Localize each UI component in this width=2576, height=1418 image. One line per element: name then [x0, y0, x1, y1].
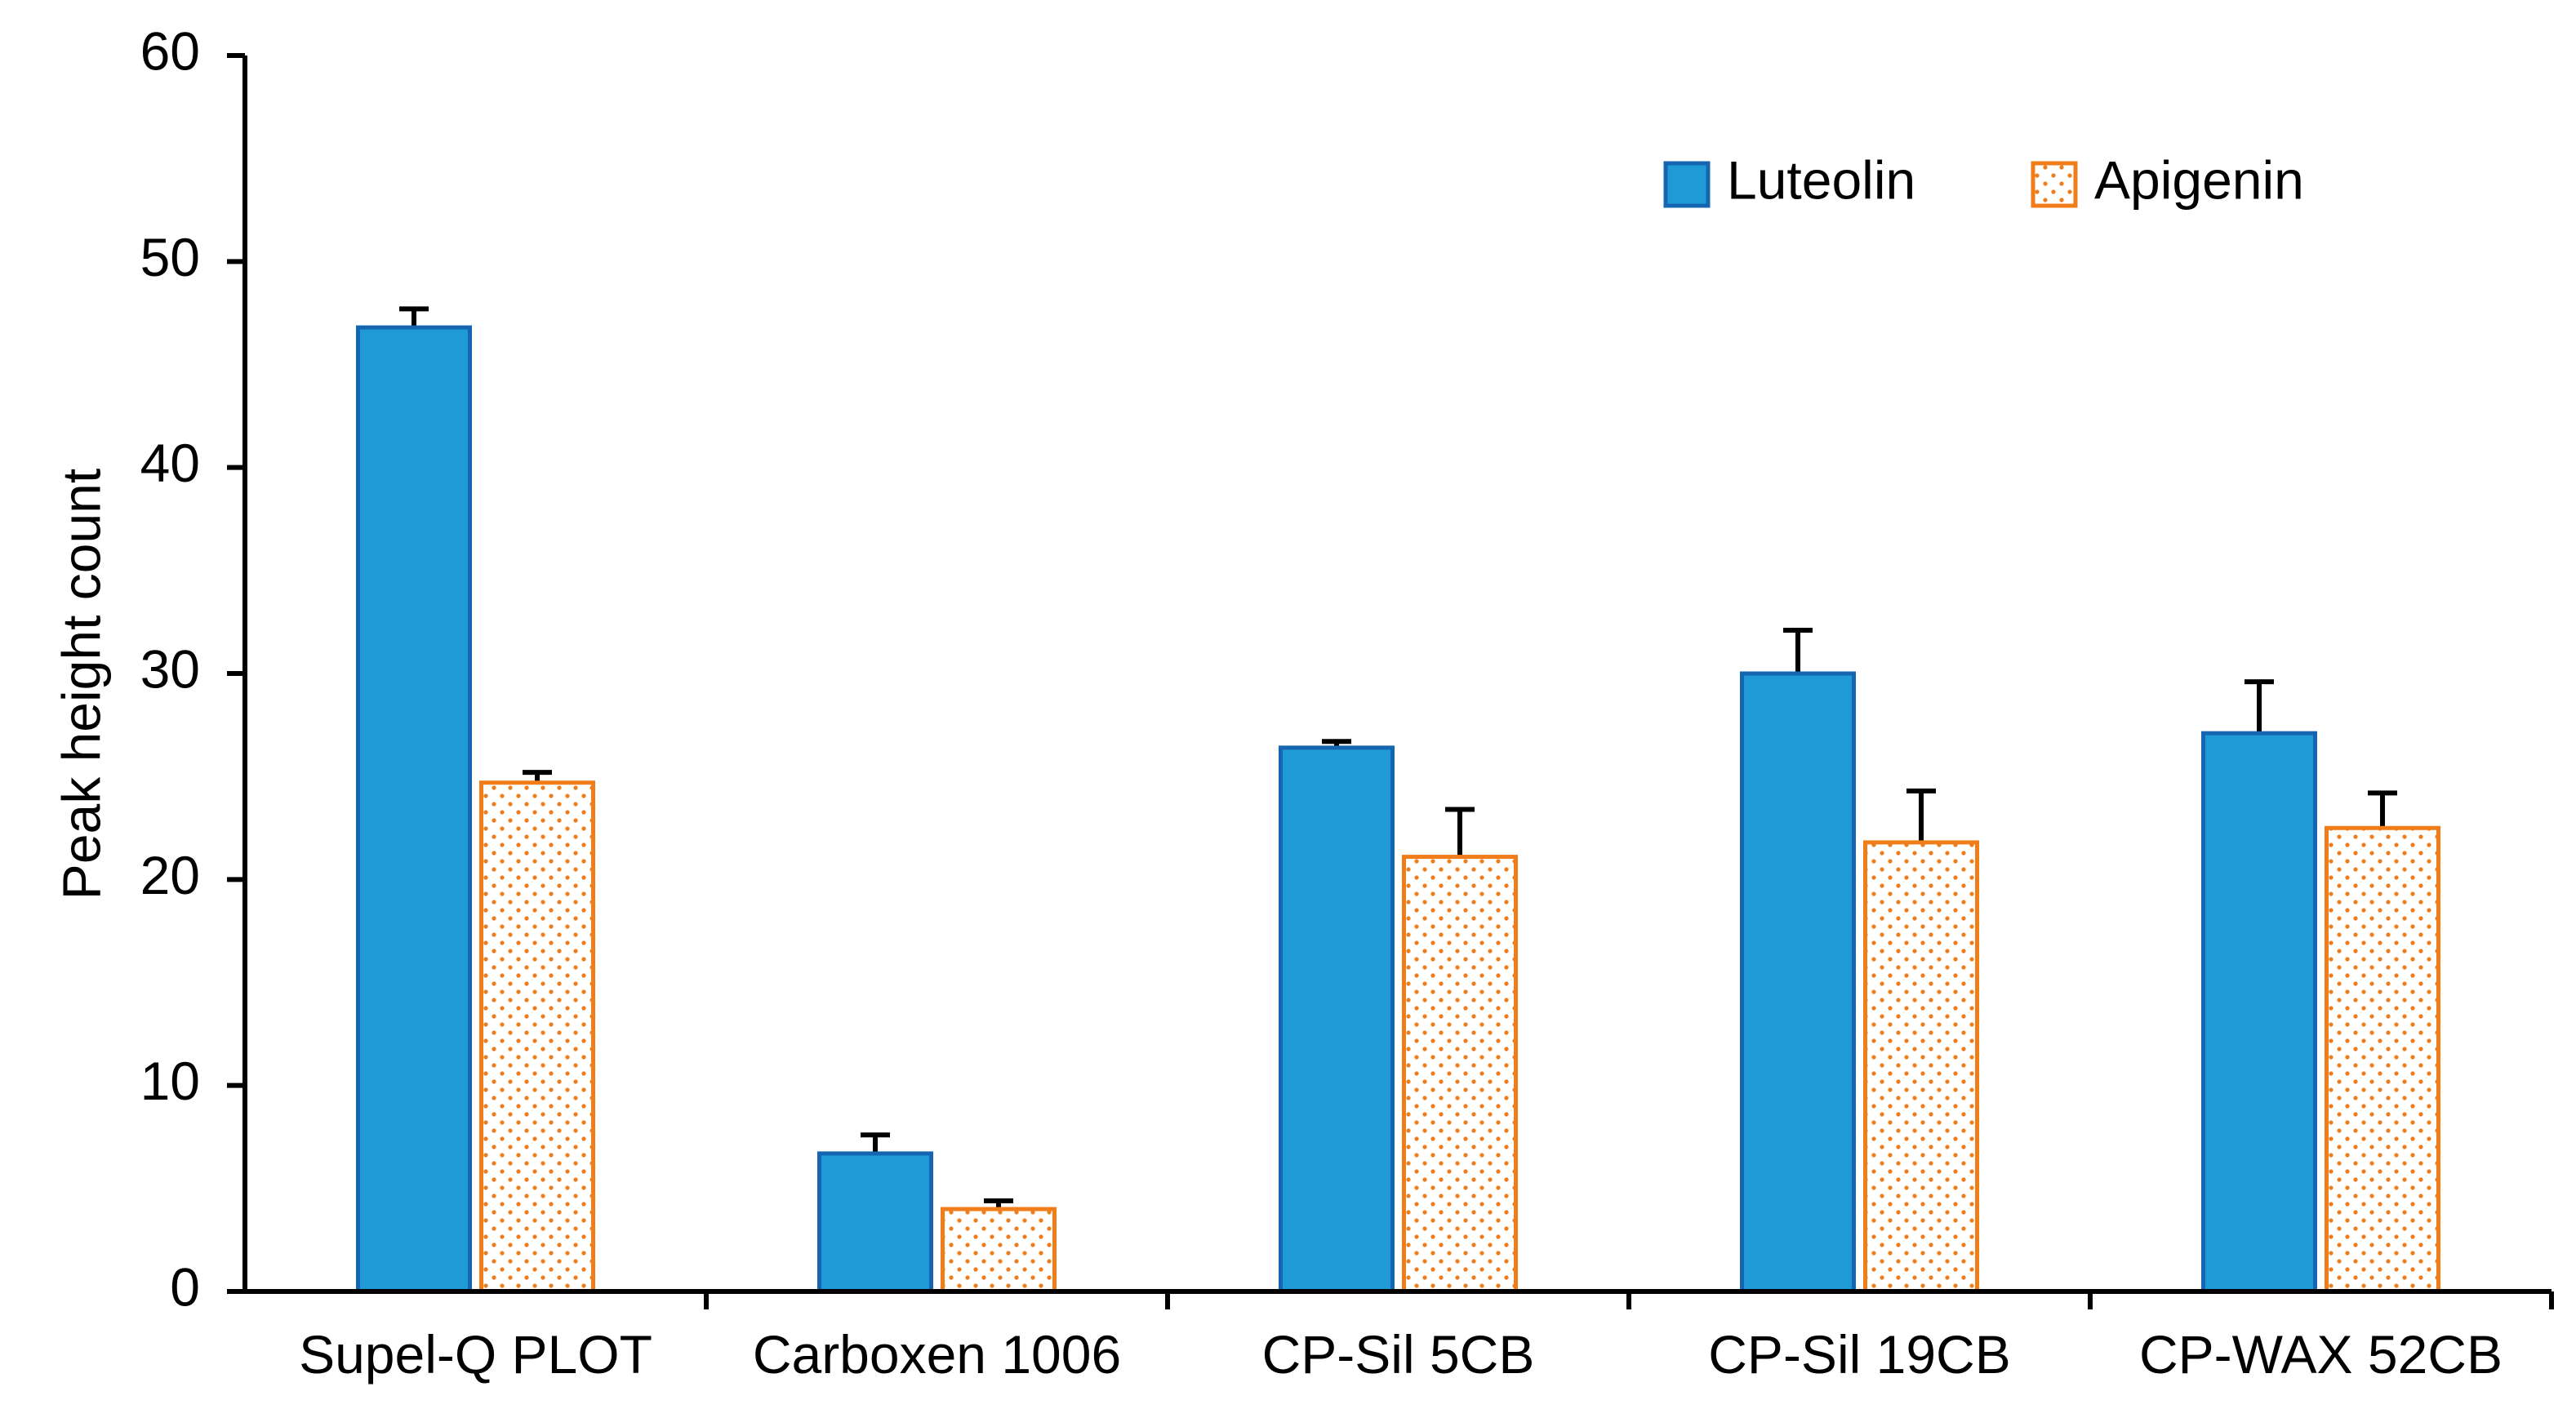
y-tick-label: 60	[140, 20, 200, 81]
bar-apigenin	[1402, 855, 1518, 1294]
y-tick-label: 40	[140, 433, 200, 493]
bar-apigenin	[941, 1207, 1057, 1294]
y-tick-label: 10	[140, 1051, 200, 1111]
bar-apigenin	[479, 780, 595, 1294]
bar-apigenin	[2325, 825, 2440, 1294]
bar-luteolin	[1740, 671, 1856, 1294]
legend-label-luteolin: Luteolin	[1727, 149, 1915, 210]
x-category-label: CP-WAX 52CB	[2139, 1324, 2503, 1385]
bar-luteolin	[356, 325, 472, 1294]
x-category-label: CP-Sil 5CB	[1262, 1324, 1535, 1385]
legend-label-apigenin: Apigenin	[2094, 149, 2304, 210]
y-tick-label: 0	[170, 1256, 200, 1317]
x-category-label: CP-Sil 19CB	[1708, 1324, 2010, 1385]
legend-swatch-apigenin	[2031, 161, 2078, 208]
legend: Luteolin Apigenin	[1663, 149, 2304, 210]
bar-luteolin	[1279, 745, 1395, 1294]
y-tick-label: 30	[140, 638, 200, 699]
bar-luteolin	[817, 1151, 933, 1294]
bar-luteolin	[2201, 731, 2317, 1294]
legend-swatch-luteolin	[1663, 161, 1711, 208]
x-category-label: Carboxen 1006	[753, 1324, 1121, 1385]
y-axis-title: Peak height count	[51, 469, 111, 900]
y-tick-label: 50	[140, 227, 200, 287]
x-category-label: Supel-Q PLOT	[299, 1324, 652, 1385]
y-tick-label: 20	[140, 845, 200, 905]
bar-apigenin	[1863, 840, 1979, 1294]
